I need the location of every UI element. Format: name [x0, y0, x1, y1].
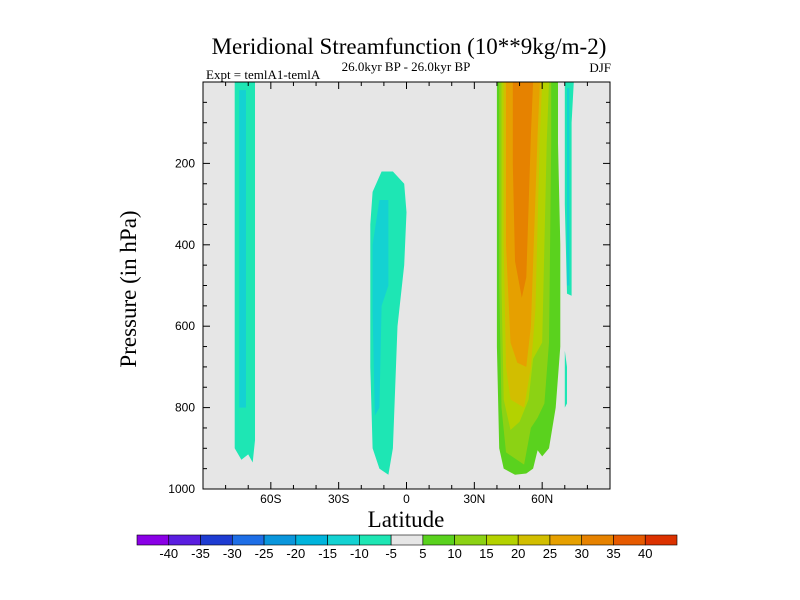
contour-region-northern-polar-band-core: [567, 88, 570, 286]
colorbar-swatch: [581, 534, 614, 546]
colorbar-label: 15: [479, 546, 493, 561]
colorbar-swatch: [613, 534, 646, 546]
x-tick-label: 30N: [463, 492, 485, 506]
colorbar-swatch: [390, 534, 424, 546]
colorbar-swatch: [422, 534, 455, 546]
colorbar-swatch: [486, 534, 519, 546]
x-tick-label: 60S: [260, 492, 281, 506]
x-axis-label: Latitude: [368, 507, 445, 532]
colorbar-label: 10: [447, 546, 461, 561]
colorbar-swatch: [263, 534, 297, 546]
x-axis-ticks: 60S 30S 0 30N 60N: [202, 82, 611, 506]
contour-region-northern-polar-blip: [564, 350, 567, 408]
colorbar-label: 25: [543, 546, 557, 561]
colorbar-swatch: [644, 534, 678, 546]
colorbar-swatch: [200, 534, 233, 546]
colorbar-label: 40: [638, 546, 652, 561]
y-axis-ticks: 200 400 600 800 1000: [168, 81, 610, 496]
colorbar-swatch: [231, 534, 265, 546]
y-tick-label: 200: [175, 156, 195, 170]
colorbar-label: -10: [350, 546, 369, 561]
colorbar-label: -30: [223, 546, 242, 561]
contour-region-northern-cell-30: [512, 82, 534, 298]
x-tick-label: 0: [403, 492, 410, 506]
contour-region-southern-polar-band-core: [239, 90, 246, 408]
colorbar-label: -25: [255, 546, 274, 561]
x-tick-label: 30S: [328, 492, 349, 506]
colorbar-swatch: [168, 534, 201, 546]
x-tick-label: 60N: [531, 492, 553, 506]
y-axis-label: Pressure (in hPa): [116, 210, 141, 367]
y-tick-label: 1000: [168, 482, 195, 496]
colorbar-label: -20: [286, 546, 305, 561]
contour-regions: [234, 82, 574, 475]
chart-subtitle-left: Expt = temlA1-temlA: [206, 67, 321, 82]
colorbar-label: 5: [419, 546, 426, 561]
colorbar-swatch: [549, 534, 583, 546]
colorbar-label: 35: [606, 546, 620, 561]
colorbar: -40 -35 -30 -25 -20 -15 -10 -5 5 10 15 20 25 30 35 40: [136, 534, 678, 561]
y-tick-label: 400: [175, 238, 195, 252]
colorbar-swatch: [454, 534, 487, 546]
colorbar-label: 30: [574, 546, 588, 561]
colorbar-label: -35: [191, 546, 210, 561]
contour-region-equatorial-cell-core: [372, 200, 389, 416]
y-tick-label: 600: [175, 319, 195, 333]
colorbar-swatch: [136, 534, 170, 546]
colorbar-swatch: [517, 534, 551, 546]
colorbar-swatch: [295, 534, 328, 546]
chart-subtitle-center: 26.0kyr BP - 26.0kyr BP: [342, 59, 471, 74]
colorbar-label: 20: [511, 546, 525, 561]
colorbar-swatch: [327, 534, 360, 546]
colorbar-label: -15: [318, 546, 337, 561]
colorbar-label: -40: [159, 546, 178, 561]
y-tick-label: 800: [175, 401, 195, 415]
chart-subtitle-right: DJF: [589, 60, 611, 75]
chart-title: Meridional Streamfunction (10**9kg/m-2): [212, 34, 607, 59]
colorbar-swatch: [359, 534, 392, 546]
colorbar-label: -5: [385, 546, 397, 561]
